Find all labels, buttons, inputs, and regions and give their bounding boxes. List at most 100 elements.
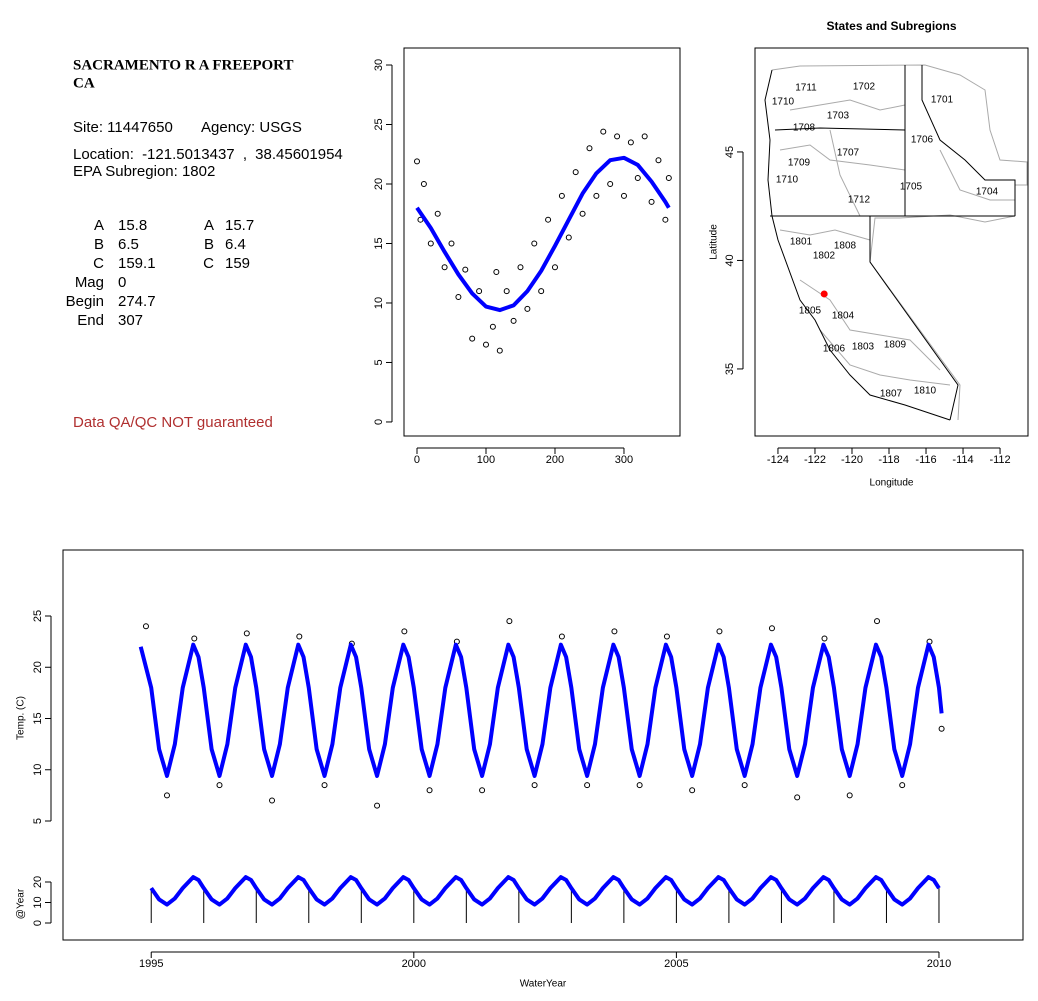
y-tick-label: 10: [32, 764, 44, 776]
param-value: 274.7: [118, 293, 156, 310]
data-point: [524, 305, 531, 312]
data-point: [489, 323, 496, 330]
region-label: 1802: [813, 251, 836, 262]
state-border: [869, 216, 959, 421]
data-point: [648, 198, 655, 205]
param-label: Mag: [75, 274, 104, 291]
data-point: [296, 633, 303, 640]
region-label: 1806: [823, 344, 846, 355]
y-tick-label: 0: [32, 920, 44, 926]
region-label: 1810: [914, 386, 937, 397]
data-point: [614, 133, 621, 140]
data-point: [586, 145, 593, 152]
data-point: [482, 341, 489, 348]
data-point: [374, 802, 381, 809]
subregion-line: [829, 129, 861, 217]
fit-line: [149, 875, 941, 907]
data-point: [611, 628, 618, 635]
longitude: -121.5013437: [142, 146, 235, 163]
y-tick-label: 45: [724, 146, 736, 158]
data-point: [579, 210, 586, 217]
data-point: [269, 797, 276, 804]
data-point: [426, 787, 433, 794]
x-tick-label: 0: [414, 454, 420, 466]
region-label: 1807: [880, 389, 903, 400]
data-point: [607, 180, 614, 187]
param-label: C: [203, 255, 214, 272]
x-tick-label: 2010: [927, 958, 951, 970]
plot-frame: [754, 47, 1029, 437]
fit-line: [415, 155, 671, 313]
x-tick-label: 100: [477, 454, 495, 466]
data-point: [558, 192, 565, 199]
param-value: 159: [225, 255, 250, 272]
data-point: [662, 216, 669, 223]
x-tick-label: -116: [915, 454, 936, 466]
x-tick-label: -120: [841, 454, 863, 466]
region-label: 1809: [884, 340, 907, 351]
data-point: [538, 288, 545, 295]
param-value: 15.8: [118, 217, 147, 234]
param-value: 6.5: [118, 236, 139, 253]
state-border: [774, 127, 906, 131]
data-point: [163, 792, 170, 799]
data-point: [496, 347, 503, 354]
y-tick-label: 10: [373, 297, 385, 309]
data-point: [503, 288, 510, 295]
region-label: 1708: [793, 123, 816, 134]
data-point: [506, 618, 513, 625]
data-point: [627, 139, 634, 146]
data-point: [455, 294, 462, 301]
site-id: Site: 11447650: [73, 119, 173, 136]
location-label: Location:: [73, 146, 134, 163]
data-point: [420, 180, 427, 187]
y-tick-label: 30: [373, 59, 385, 71]
x-axis-title: WaterYear: [520, 979, 567, 990]
map-title: States and Subregions: [826, 19, 956, 33]
data-point: [401, 628, 408, 635]
y-tick-label: 5: [32, 818, 44, 824]
region-label: 1701: [931, 95, 954, 106]
subregion-line: [779, 144, 906, 171]
agency: Agency: USGS: [201, 119, 302, 136]
data-point: [469, 335, 476, 342]
x-tick-label: -122: [804, 454, 826, 466]
subregion: EPA Subregion: 1802: [73, 163, 215, 180]
y-tick-label: 0: [373, 419, 385, 425]
param-value: 307: [118, 312, 143, 329]
region-label: 1707: [837, 148, 860, 159]
data-point: [641, 133, 648, 140]
param-label: End: [77, 312, 104, 329]
x-tick-label: 2005: [664, 958, 688, 970]
region-label: 1804: [832, 311, 855, 322]
data-point: [545, 216, 552, 223]
site-title: SACRAMENTO R A FREEPORT: [73, 57, 293, 73]
x-tick-label: 200: [546, 454, 564, 466]
data-point: [441, 264, 448, 271]
region-label: 1803: [852, 342, 875, 353]
subregion-line: [819, 329, 951, 386]
y-tick-label: 5: [373, 359, 385, 365]
separator: ,: [243, 146, 247, 163]
region-label: 1710: [776, 175, 799, 186]
data-point: [689, 787, 696, 794]
data-point: [517, 264, 524, 271]
region-label: 1706: [911, 135, 934, 146]
y-tick-label: 20: [373, 178, 385, 190]
data-point: [899, 782, 906, 789]
coastline: [764, 69, 951, 421]
x-tick-label: -124: [767, 454, 789, 466]
y-tick-label: 10: [32, 896, 44, 908]
y-tick-label: 15: [373, 237, 385, 249]
qa-note: Data QA/QC NOT guaranteed: [73, 414, 273, 431]
fit-line: [138, 642, 944, 778]
data-point: [551, 264, 558, 271]
param-label: B: [204, 236, 214, 253]
y-tick-label: 25: [32, 610, 44, 622]
param-value: 6.4: [225, 236, 246, 253]
site-state: CA: [73, 75, 95, 91]
data-point: [565, 234, 572, 241]
data-point: [479, 787, 486, 794]
